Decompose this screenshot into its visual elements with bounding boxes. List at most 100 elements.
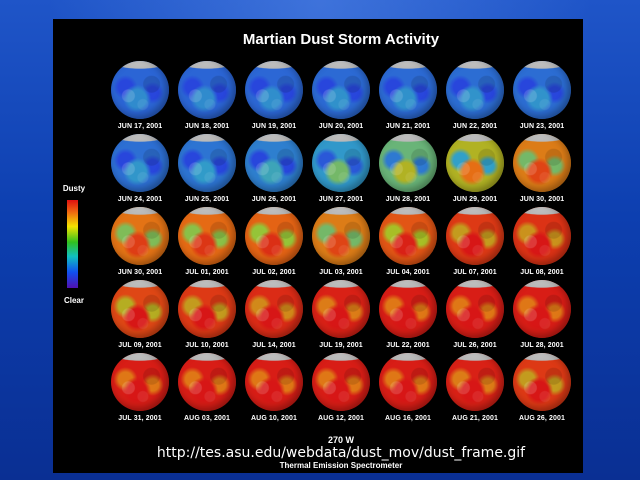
polar-cap — [245, 61, 303, 119]
globe-shading — [312, 207, 370, 265]
frame-date-label: JUN 20, 2001 — [318, 123, 364, 130]
globe-shading — [312, 353, 370, 411]
frame-date-label: JUN 27, 2001 — [318, 196, 364, 203]
polar-cap — [379, 61, 437, 119]
frame-date-label: JUL 04, 2001 — [386, 269, 430, 276]
frame-date-label: JUL 03, 2001 — [319, 269, 363, 276]
globe-shading — [245, 61, 303, 119]
frame-date-label: JUL 28, 2001 — [520, 342, 564, 349]
polar-cap — [379, 207, 437, 265]
polar-cap — [312, 207, 370, 265]
frame-date-label: JUN 25, 2001 — [184, 196, 230, 203]
mars-globe — [111, 134, 169, 192]
frame-date-label: AUG 03, 2001 — [184, 415, 230, 422]
mars-globe — [513, 353, 571, 411]
polar-cap — [513, 280, 571, 338]
globe-shading — [513, 134, 571, 192]
mars-globe — [379, 353, 437, 411]
polar-cap — [312, 280, 370, 338]
polar-cap — [446, 207, 504, 265]
polar-cap — [513, 353, 571, 411]
frame-date-label: JUN 17, 2001 — [117, 123, 163, 130]
mars-globe — [178, 353, 236, 411]
polar-cap — [513, 61, 571, 119]
mars-globe — [312, 353, 370, 411]
globe-shading — [379, 207, 437, 265]
frame-date-label: JUL 19, 2001 — [319, 342, 363, 349]
mars-globe — [111, 280, 169, 338]
globe-shading — [513, 353, 571, 411]
frame-date-label: JUL 26, 2001 — [453, 342, 497, 349]
mars-globe — [446, 134, 504, 192]
mars-globe — [312, 207, 370, 265]
legend-color-bar — [67, 200, 78, 288]
mars-globe — [245, 353, 303, 411]
color-legend: Dusty Clear — [61, 184, 87, 308]
frame-date-label: JUL 01, 2001 — [185, 269, 229, 276]
mars-globe — [312, 280, 370, 338]
mars-globe — [379, 61, 437, 119]
mars-globe — [513, 207, 571, 265]
mars-globe — [111, 61, 169, 119]
source-url[interactable]: http://tes.asu.edu/webdata/dust_mov/dust… — [156, 445, 526, 461]
frame-date-label: JUL 22, 2001 — [386, 342, 430, 349]
frame-date-label: JUN 30, 2001 — [117, 269, 163, 276]
frame-date-label: JUL 10, 2001 — [185, 342, 229, 349]
mars-globe — [312, 61, 370, 119]
legend-clear-label: Clear — [63, 296, 84, 305]
polar-cap — [245, 207, 303, 265]
polar-cap — [111, 207, 169, 265]
polar-cap — [111, 61, 169, 119]
frame-date-label: AUG 26, 2001 — [519, 415, 565, 422]
polar-cap — [312, 134, 370, 192]
polar-cap — [446, 134, 504, 192]
frame-date-label: JUL 02, 2001 — [252, 269, 296, 276]
polar-cap — [178, 207, 236, 265]
globe-shading — [312, 280, 370, 338]
mars-globe — [446, 207, 504, 265]
globe-shading — [178, 134, 236, 192]
frame-date-label: AUG 12, 2001 — [318, 415, 364, 422]
polar-cap — [312, 353, 370, 411]
mars-globe — [513, 61, 571, 119]
frame-date-label: JUN 18, 2001 — [184, 123, 230, 130]
mars-globe — [446, 280, 504, 338]
instrument-label: Thermal Emission Spectrometer — [279, 461, 403, 470]
mars-globe — [513, 280, 571, 338]
polar-cap — [379, 353, 437, 411]
globe-shading — [446, 61, 504, 119]
globe-shading — [312, 61, 370, 119]
frame-date-label: JUN 24, 2001 — [117, 196, 163, 203]
figure-title: Martian Dust Storm Activity — [242, 31, 440, 48]
globe-shading — [446, 353, 504, 411]
polar-cap — [312, 61, 370, 119]
globe-shading — [245, 353, 303, 411]
legend-dusty-label: Dusty — [62, 184, 86, 193]
polar-cap — [379, 134, 437, 192]
mars-globe — [178, 134, 236, 192]
globe-shading — [245, 207, 303, 265]
mars-globe — [178, 207, 236, 265]
frame-date-label: JUN 29, 2001 — [452, 196, 498, 203]
globe-shading — [379, 134, 437, 192]
mars-globe — [446, 353, 504, 411]
globe-shading — [245, 134, 303, 192]
frame-date-label: JUL 09, 2001 — [118, 342, 162, 349]
globe-shading — [111, 134, 169, 192]
frame-date-label: AUG 10, 2001 — [251, 415, 297, 422]
polar-cap — [513, 207, 571, 265]
polar-cap — [513, 134, 571, 192]
mars-globe — [178, 280, 236, 338]
globe-shading — [312, 134, 370, 192]
globe-shading — [513, 207, 571, 265]
mars-globe — [245, 61, 303, 119]
frame-date-label: AUG 21, 2001 — [452, 415, 498, 422]
mars-globe — [379, 280, 437, 338]
mars-globe — [245, 280, 303, 338]
polar-cap — [245, 280, 303, 338]
globe-shading — [111, 61, 169, 119]
polar-cap — [379, 280, 437, 338]
frame-date-label: JUN 23, 2001 — [519, 123, 565, 130]
frame-date-label: JUL 31, 2001 — [118, 415, 162, 422]
globe-shading — [178, 353, 236, 411]
